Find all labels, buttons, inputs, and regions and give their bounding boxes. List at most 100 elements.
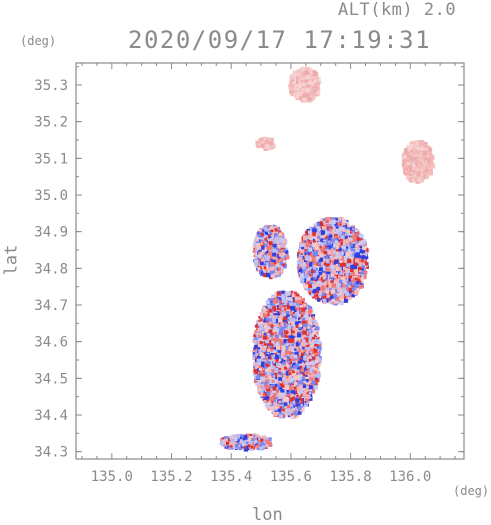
- echo-pixel: [355, 230, 358, 232]
- echo-pixel: [265, 144, 270, 149]
- echo-pixel: [359, 240, 364, 245]
- echo-pixel: [327, 245, 332, 250]
- echo-pixel: [327, 274, 330, 277]
- echo-pixel: [301, 246, 305, 250]
- echo-pixel: [422, 173, 428, 178]
- echo-pixel: [308, 268, 312, 271]
- echo-pixel: [305, 287, 309, 291]
- echo-pixel: [304, 248, 307, 251]
- echo-pixel: [306, 263, 311, 268]
- x-unit-label: (deg): [453, 484, 490, 498]
- echo-pixel: [263, 257, 267, 260]
- echo-pixel: [348, 231, 352, 235]
- echo-pixel: [281, 250, 286, 255]
- echo-pixel: [296, 261, 300, 265]
- echo-pixel: [260, 258, 265, 263]
- echo-pixel: [337, 282, 340, 286]
- echo-pixel: [323, 253, 326, 257]
- echo-pixel: [267, 255, 272, 260]
- echo-pixel: [423, 143, 428, 149]
- echo-pixel: [315, 246, 319, 250]
- echo-pixel: [262, 229, 265, 232]
- echo-pixel: [407, 172, 410, 175]
- echo-pixel: [408, 177, 413, 181]
- echo-pixel: [402, 153, 406, 157]
- echo-pixel: [348, 293, 353, 298]
- echo-pixel: [308, 292, 311, 295]
- echo-pixel: [322, 245, 326, 249]
- echo-pixel: [265, 234, 268, 237]
- echo-pixel: [303, 73, 308, 78]
- echo-pixel: [335, 228, 339, 233]
- echo-pixel: [305, 277, 309, 281]
- echo-pixel: [323, 274, 327, 279]
- echo-pixel: [412, 167, 416, 171]
- echo-pixel: [313, 285, 318, 289]
- echo-pixel: [331, 250, 336, 255]
- echo-pixel: [316, 280, 322, 286]
- echo-pixel: [306, 78, 311, 83]
- echo-pixel: [312, 87, 315, 90]
- echo-pixel: [324, 281, 328, 284]
- echo-pixel: [302, 88, 305, 91]
- echo-pixel: [355, 232, 359, 236]
- echo-pixel: [336, 263, 339, 266]
- echo-pixel: [334, 270, 340, 276]
- echo-pixel: [299, 98, 303, 102]
- echo-pixel: [311, 78, 315, 82]
- echo-pixel: [363, 272, 367, 276]
- echo-pixel: [356, 237, 361, 241]
- echo-pixel: [359, 249, 364, 254]
- echo-pixel: [307, 235, 311, 239]
- echo-pixel: [346, 287, 349, 290]
- echo-pixel: [258, 248, 262, 252]
- echo-pixel: [328, 300, 333, 305]
- echo-pixel: [312, 257, 317, 262]
- echo-pixel: [278, 232, 283, 236]
- echo-pixel: [270, 267, 274, 272]
- echo-pixel: [317, 251, 322, 255]
- plot-frame: [75, 62, 465, 460]
- echo-pixel: [266, 269, 269, 272]
- echo-pixel: [272, 239, 277, 244]
- echo-pixel: [344, 233, 347, 236]
- echo-pixel: [338, 252, 341, 256]
- echo-pixel: [321, 286, 326, 291]
- echo-pixel: [297, 80, 300, 83]
- echo-pixel: [262, 235, 267, 240]
- echo-pixel: [345, 246, 349, 249]
- echo-pixel: [331, 266, 335, 270]
- echo-pixel: [305, 250, 308, 253]
- echo-pixel: [349, 256, 354, 261]
- echo-pixel: [302, 282, 306, 286]
- echo-pixel: [342, 270, 346, 273]
- echo-pixel: [252, 245, 255, 248]
- echo-pixel: [320, 266, 326, 271]
- echo-pixel: [423, 168, 428, 173]
- echo-pixel: [309, 261, 313, 265]
- echo-pixel: [263, 267, 267, 271]
- echo-pixel: [278, 294, 282, 298]
- echo-pixel: [333, 296, 337, 300]
- echo-pixel: [412, 157, 415, 161]
- echo-pixel: [255, 141, 259, 145]
- echo-pixel: [316, 90, 320, 94]
- echo-pixel: [307, 252, 312, 257]
- echo-pixel: [361, 255, 366, 260]
- echo-pixel: [412, 152, 415, 155]
- echo-pixel: [268, 245, 273, 250]
- echo-pixel: [360, 281, 364, 285]
- echo-pixel: [362, 246, 367, 251]
- echo-pixel: [339, 296, 344, 302]
- echo-pixel: [307, 97, 311, 102]
- echo-pixel: [338, 248, 342, 252]
- echo-pixel: [268, 268, 271, 271]
- echo-pixel: [302, 93, 307, 98]
- echo-pixel: [409, 175, 412, 178]
- echo-pixel: [253, 254, 256, 258]
- echo-pixel: [305, 230, 310, 235]
- echo-pixel: [354, 277, 358, 281]
- echo-pixel: [358, 262, 363, 267]
- echo-pixel: [266, 262, 270, 266]
- echo-pixel: [422, 163, 426, 167]
